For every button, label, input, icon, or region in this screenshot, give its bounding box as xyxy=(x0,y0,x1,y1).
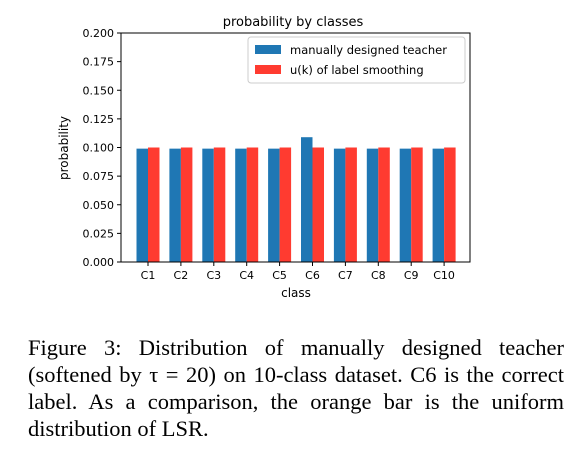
bar-teacher-c7 xyxy=(333,148,346,262)
y-axis-title: probability xyxy=(57,116,71,180)
bar-teacher-c10 xyxy=(432,148,445,262)
bar-label-smoothing-c7 xyxy=(345,147,357,262)
legend-label-teacher: manually designed teacher xyxy=(290,43,447,57)
y-tick-label: 0.150 xyxy=(83,84,115,97)
y-tick-label: 0.000 xyxy=(83,256,115,269)
y-tick-label: 0.100 xyxy=(83,142,115,155)
bar-label-smoothing-c3 xyxy=(213,147,226,262)
bar-chart: probability by classes 0.0000.0250.0500.… xyxy=(57,15,471,300)
x-tick-label-c2: C2 xyxy=(174,269,189,282)
bar-teacher-c8 xyxy=(366,148,379,262)
bar-teacher-c2 xyxy=(169,148,181,262)
x-tick-label-c1: C1 xyxy=(141,269,156,282)
bar-label-smoothing-c2 xyxy=(180,147,193,262)
x-tick-label-c3: C3 xyxy=(206,269,221,282)
y-tick-label: 0.050 xyxy=(83,199,115,212)
bar-teacher-c1 xyxy=(136,148,148,262)
legend-swatch-label-smoothing xyxy=(255,65,281,74)
x-axis: C1 C2 C3 C4 C5 C6 C7 C8 C9 C10 xyxy=(141,262,455,282)
bar-label-smoothing-c10 xyxy=(444,147,456,262)
bar-teacher-c4 xyxy=(235,148,247,262)
x-tick-label-c10: C10 xyxy=(433,269,455,282)
legend-box xyxy=(247,36,466,84)
chart-title: probability by classes xyxy=(223,15,364,30)
y-tick-label: 0.025 xyxy=(83,227,115,240)
x-tick-label-c5: C5 xyxy=(272,269,287,282)
y-tick-label: 0.200 xyxy=(83,27,115,40)
bar-teacher-c6 xyxy=(301,137,313,262)
bar-teacher-c3 xyxy=(202,148,214,262)
y-tick-label: 0.175 xyxy=(83,56,115,69)
bar-label-smoothing-c5 xyxy=(279,147,292,262)
y-tick-label: 0.075 xyxy=(83,170,115,183)
bar-label-smoothing-c9 xyxy=(411,147,423,262)
bar-teacher-c5 xyxy=(268,148,280,262)
x-axis-title: class xyxy=(281,286,311,300)
bars-group xyxy=(136,137,456,262)
y-tick-label: 0.125 xyxy=(83,113,115,126)
legend-label-label-smoothing: u(k) of label smoothing xyxy=(290,63,424,77)
x-tick-label-c4: C4 xyxy=(239,269,254,282)
bar-label-smoothing-c8 xyxy=(378,147,390,262)
legend-swatch-teacher xyxy=(255,45,281,54)
legend: manually designed teacher u(k) of label … xyxy=(247,36,466,84)
x-tick-label-c9: C9 xyxy=(404,269,419,282)
bar-label-smoothing-c4 xyxy=(246,147,259,262)
bar-teacher-c9 xyxy=(399,148,412,262)
x-tick-label-c6: C6 xyxy=(305,269,320,282)
figure-caption: Figure 3: Distribution of manually desig… xyxy=(28,335,564,441)
x-tick-label-c8: C8 xyxy=(371,269,386,282)
y-axis: 0.000 0.025 0.050 0.075 0.100 0.125 0.150 0.175… xyxy=(83,27,121,269)
bar-label-smoothing-c6 xyxy=(312,147,324,262)
x-tick-label-c7: C7 xyxy=(338,269,353,282)
bar-label-smoothing-c1 xyxy=(148,147,160,262)
